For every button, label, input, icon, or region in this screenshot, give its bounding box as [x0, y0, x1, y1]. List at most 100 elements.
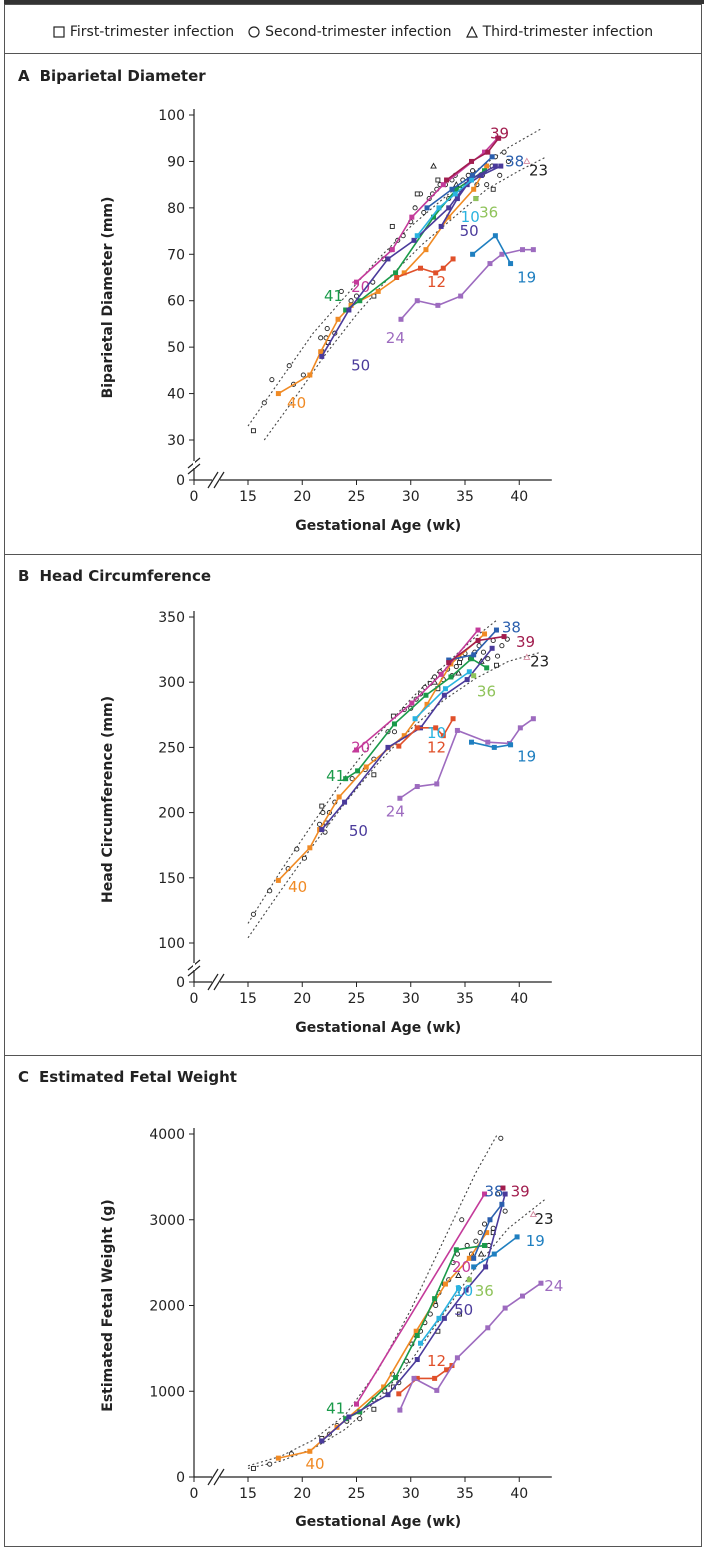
panel-a-title-text: Biparietal Diameter: [39, 67, 206, 85]
y-tick-label: 0: [176, 473, 185, 489]
y-axis-break: [187, 463, 201, 475]
series-point-24: [435, 302, 441, 308]
x-axis-gap: [212, 478, 220, 482]
series-label-41: 41: [326, 1399, 345, 1417]
series-point-41: [448, 674, 454, 680]
second-trimester-point: [261, 400, 267, 406]
y-axis-gap: [193, 461, 195, 468]
series-point-19: [508, 261, 514, 267]
series-line-10: [416, 179, 473, 237]
x-axis-gap: [212, 1475, 220, 1479]
series-point-41: [357, 298, 363, 304]
panel-b: B Head Circumference 0 100 150 200 250 300 350 0…: [4, 554, 702, 1055]
series-label-40: 40: [288, 878, 307, 896]
square-icon: [53, 25, 65, 38]
series-point-40: [401, 270, 407, 276]
series-point-10: [418, 1340, 424, 1346]
series-point-40: [348, 302, 354, 308]
series-point-40: [275, 1455, 281, 1461]
panel-c-letter: C: [18, 1068, 30, 1086]
series-label-39: 39: [511, 1182, 530, 1200]
legend: First-trimester infection Second-trimest…: [4, 10, 702, 54]
y-axis-gap: [193, 963, 195, 970]
second-trimester-point: [324, 326, 330, 332]
x-axis-break: [207, 973, 219, 991]
series-point-39: [475, 637, 481, 643]
first-trimester-point: [250, 428, 256, 434]
series-label-50: 50: [454, 1301, 473, 1319]
second-trimester-point: [301, 855, 307, 861]
first-trimester-point: [490, 186, 496, 192]
series-point-41: [423, 692, 429, 698]
series-point-10: [436, 1315, 442, 1321]
series-point-19: [470, 251, 476, 257]
series-point-10: [442, 686, 448, 692]
series-point-40: [471, 186, 477, 192]
series-point-40: [363, 764, 369, 770]
series-point-50: [438, 223, 444, 229]
second-trimester-point: [459, 1217, 465, 1223]
series-point-24: [520, 247, 526, 253]
series-label-50: 50: [460, 222, 479, 240]
x-tick-label: 30: [402, 1486, 420, 1502]
x-axis-break: [207, 1468, 219, 1486]
reference-curve: [247, 619, 498, 924]
series-point-39: [485, 149, 491, 155]
second-trimester-point: [267, 888, 273, 894]
series-point-40: [401, 733, 407, 739]
series-label-39: 39: [490, 125, 509, 143]
series-point-24: [530, 716, 536, 722]
series-point-50: [319, 827, 325, 833]
second-trimester-point: [300, 372, 306, 378]
y-tick-label: 3000: [149, 1213, 185, 1229]
legend-second-label: Second-trimester infection: [265, 23, 452, 40]
series-line-40: [277, 633, 486, 881]
y-tick-label: 1000: [149, 1384, 185, 1400]
y-tick-label: 80: [167, 201, 185, 217]
series-point-38: [449, 186, 455, 192]
series-label-38: 38: [502, 618, 521, 636]
series-point-10: [469, 177, 475, 183]
second-trimester-point: [433, 1302, 439, 1309]
x-tick-label: 35: [456, 991, 474, 1007]
series-label-24: 24: [544, 1277, 563, 1295]
series-label-12: 12: [427, 1352, 446, 1370]
series-point-41: [357, 1409, 363, 1415]
x-tick-label: 35: [456, 1486, 474, 1502]
series-label-36: 36: [479, 204, 498, 222]
y-tick-label: 150: [158, 871, 185, 887]
series-point-23: [529, 1210, 537, 1218]
series-point-38: [471, 652, 477, 658]
x-tick-label: 0: [190, 1486, 199, 1502]
series-point-20: [482, 149, 488, 155]
series-point-19: [491, 1251, 497, 1257]
x-axis-break: [213, 471, 225, 489]
series-label-10: 10: [461, 208, 480, 226]
circle-icon: [248, 25, 260, 38]
second-trimester-point: [470, 168, 476, 174]
second-trimester-point: [498, 1135, 504, 1141]
second-trimester-point: [481, 1221, 488, 1227]
reference-curve: [247, 1197, 547, 1469]
series-point-36: [473, 196, 479, 202]
series-point-12: [394, 275, 400, 280]
series-point-24: [414, 784, 420, 790]
first-trimester-point: [435, 177, 441, 183]
series-point-39: [500, 1185, 506, 1191]
series-label-20: 20: [351, 738, 370, 756]
y-tick-label: 300: [158, 675, 185, 691]
x-axis-label: Gestational Age (wk): [295, 1514, 461, 1530]
x-tick-label: 35: [456, 489, 474, 505]
series-label-39: 39: [516, 633, 535, 651]
series-label-36: 36: [475, 1282, 494, 1300]
panel-c: C Estimated Fetal Weight 0 1000 2000 3000 400…: [4, 1055, 702, 1547]
y-tick-label: 200: [158, 806, 185, 822]
second-trimester-point: [286, 363, 292, 369]
series-line-20: [355, 1193, 486, 1405]
series-point-20: [482, 1191, 488, 1197]
second-trimester-point: [497, 172, 503, 178]
series-point-50: [454, 196, 460, 202]
series-point-24: [502, 1305, 508, 1311]
x-tick-label: 0: [190, 489, 199, 505]
series-point-20: [438, 671, 444, 677]
